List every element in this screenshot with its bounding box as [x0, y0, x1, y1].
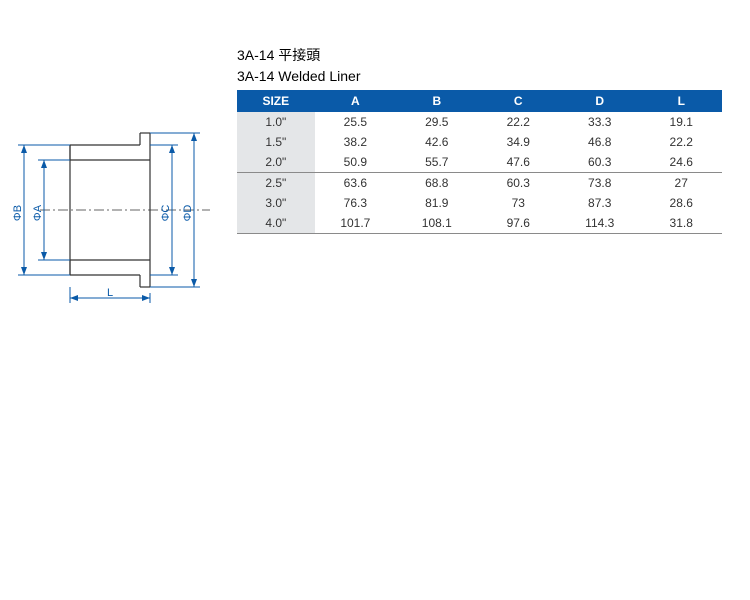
table-row: 2.0"50.955.747.660.324.6 [237, 152, 722, 173]
value-cell: 81.9 [396, 193, 477, 213]
table-header-cell: C [478, 90, 559, 112]
value-cell: 28.6 [640, 193, 722, 213]
value-cell: 73.8 [559, 173, 640, 194]
size-cell: 2.0" [237, 152, 315, 173]
value-cell: 101.7 [315, 213, 396, 234]
value-cell: 87.3 [559, 193, 640, 213]
page: ΦB ΦA ΦC [0, 0, 750, 600]
value-cell: 63.6 [315, 173, 396, 194]
drawing-svg: ΦB ΦA ΦC [10, 115, 220, 305]
table-row: 2.5"63.668.860.373.827 [237, 173, 722, 194]
spec-table: SIZEABCDL 1.0"25.529.522.233.319.11.5"38… [237, 90, 722, 234]
table-header: SIZEABCDL [237, 90, 722, 112]
value-cell: 29.5 [396, 112, 477, 132]
dim-label-L: L [107, 287, 113, 299]
table-header-cell: A [315, 90, 396, 112]
table-row: 1.5"38.242.634.946.822.2 [237, 132, 722, 152]
value-cell: 22.2 [640, 132, 722, 152]
value-cell: 25.5 [315, 112, 396, 132]
value-cell: 22.2 [478, 112, 559, 132]
value-cell: 31.8 [640, 213, 722, 234]
table-header-cell: SIZE [237, 90, 315, 112]
table-row: 1.0"25.529.522.233.319.1 [237, 112, 722, 132]
table-header-cell: B [396, 90, 477, 112]
value-cell: 108.1 [396, 213, 477, 234]
size-cell: 2.5" [237, 173, 315, 194]
table-row: 4.0"101.7108.197.6114.331.8 [237, 213, 722, 234]
value-cell: 42.6 [396, 132, 477, 152]
value-cell: 50.9 [315, 152, 396, 173]
value-cell: 46.8 [559, 132, 640, 152]
table-header-cell: D [559, 90, 640, 112]
value-cell: 27 [640, 173, 722, 194]
value-cell: 68.8 [396, 173, 477, 194]
size-cell: 1.0" [237, 112, 315, 132]
value-cell: 114.3 [559, 213, 640, 234]
value-cell: 76.3 [315, 193, 396, 213]
value-cell: 60.3 [559, 152, 640, 173]
value-cell: 47.6 [478, 152, 559, 173]
size-cell: 3.0" [237, 193, 315, 213]
dim-label-B: ΦB [12, 205, 24, 221]
spec-table-container: SIZEABCDL 1.0"25.529.522.233.319.11.5"38… [237, 90, 722, 234]
value-cell: 24.6 [640, 152, 722, 173]
value-cell: 73 [478, 193, 559, 213]
value-cell: 33.3 [559, 112, 640, 132]
value-cell: 55.7 [396, 152, 477, 173]
title-line-1: 3A-14 平接頭 [237, 45, 360, 66]
table-header-cell: L [640, 90, 722, 112]
value-cell: 97.6 [478, 213, 559, 234]
table-body: 1.0"25.529.522.233.319.11.5"38.242.634.9… [237, 112, 722, 234]
dim-label-D: ΦD [182, 205, 194, 222]
value-cell: 19.1 [640, 112, 722, 132]
value-cell: 34.9 [478, 132, 559, 152]
technical-drawing: ΦB ΦA ΦC [10, 115, 220, 305]
dim-label-A: ΦA [32, 204, 44, 221]
value-cell: 38.2 [315, 132, 396, 152]
value-cell: 60.3 [478, 173, 559, 194]
dim-label-C: ΦC [160, 205, 172, 222]
title-line-2: 3A-14 Welded Liner [237, 66, 360, 87]
size-cell: 4.0" [237, 213, 315, 234]
table-row: 3.0"76.381.97387.328.6 [237, 193, 722, 213]
size-cell: 1.5" [237, 132, 315, 152]
title-block: 3A-14 平接頭 3A-14 Welded Liner [237, 45, 360, 87]
